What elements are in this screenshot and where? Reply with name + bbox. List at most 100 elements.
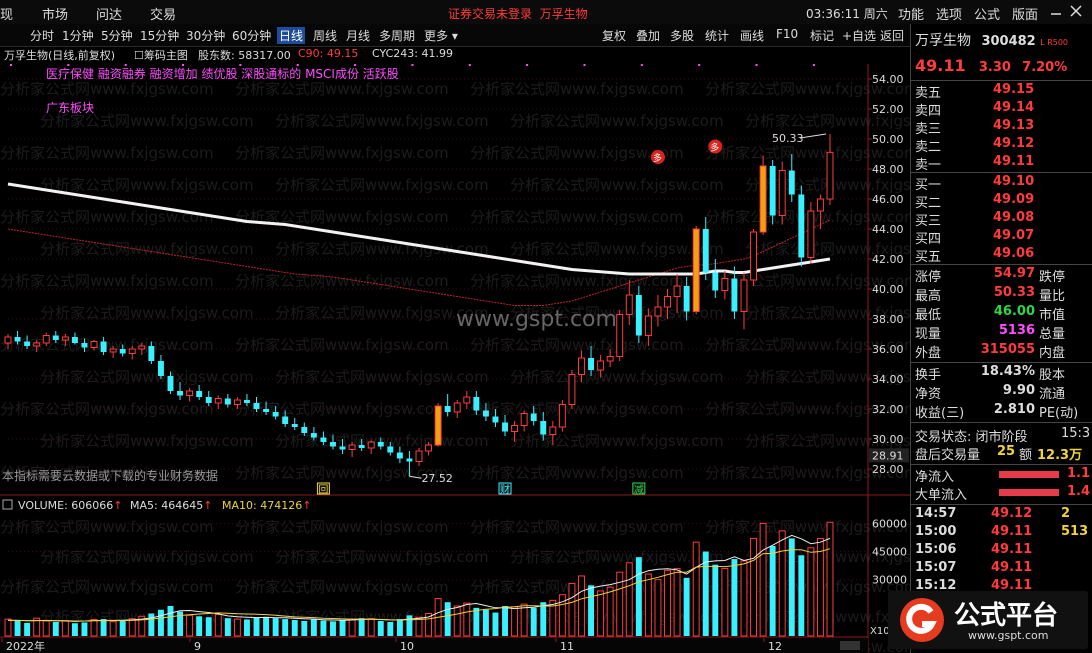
bid-level-row[interactable]: 买二 49.09 — [915, 192, 1091, 211]
menu-item-ask[interactable]: 问达 — [96, 8, 123, 23]
volume-ma10-line — [8, 548, 831, 622]
candle-body — [119, 349, 126, 354]
candle-body — [798, 194, 805, 258]
period-tab-daily[interactable]: 日线 — [277, 27, 306, 44]
ask-level-row[interactable]: 卖三 49.13 — [915, 118, 1091, 137]
tick-row[interactable]: 15:06 49.11 — [915, 542, 1091, 560]
draw-line-button[interactable]: 画线 — [740, 29, 765, 43]
stat-row-2[interactable]: 换手 18.43% 股本 — [915, 364, 1091, 383]
stat-row[interactable]: 现量 5136 总量 — [915, 323, 1091, 342]
candle-body — [61, 336, 69, 341]
candle-body — [406, 458, 413, 462]
divider — [911, 362, 1092, 363]
menu-item-market[interactable]: 市场 — [42, 8, 69, 23]
stat-row[interactable]: 外盘 315055 内盘 — [915, 342, 1091, 361]
menu-item-layout[interactable]: 版面 — [1012, 8, 1039, 23]
price-change-pct: 7.20% — [1022, 60, 1068, 75]
menu-item-formula[interactable]: 公式 — [974, 8, 1001, 23]
volume-bar — [520, 603, 528, 637]
stat-row[interactable]: 涨停 54.97 跌停 — [915, 266, 1091, 285]
add-watchlist-button[interactable]: +自选 — [842, 29, 877, 43]
adjust-button[interactable]: 复权 — [602, 29, 627, 43]
signal-dot — [67, 64, 70, 66]
event-marker — [498, 482, 512, 495]
candle — [606, 349, 614, 367]
stat-row[interactable]: 最低 46.00 市值 — [915, 304, 1091, 323]
y-tick-label: 28.00 — [872, 463, 904, 476]
ask-level-row[interactable]: 卖四 49.14 — [915, 100, 1091, 119]
candle — [520, 410, 528, 432]
stat-row-2[interactable]: 收益(三) 2.810 PE(动) — [915, 402, 1091, 421]
bid-level-row[interactable]: 买三 49.08 — [915, 210, 1091, 229]
login-notice[interactable]: 证券交易未登录 万孚生物 — [448, 7, 588, 21]
back-button[interactable]: 返回 — [880, 29, 905, 43]
volume-bar — [692, 541, 700, 637]
mark-button[interactable]: 标记 — [810, 29, 835, 43]
fund-flow-row[interactable]: 净流入 1.1 — [915, 466, 1091, 485]
tick-time: 15:06 — [915, 542, 957, 557]
chevron-down-icon: ▾ — [451, 29, 458, 43]
ask-level-row[interactable]: 卖二 49.12 — [915, 136, 1091, 155]
candle — [778, 161, 786, 225]
watermark-tile: 分析家公式网www.fxjgsw.com — [510, 240, 724, 258]
period-tab-15min[interactable]: 15分钟 — [140, 29, 180, 43]
period-tab-multi[interactable]: 多周期 — [379, 29, 416, 43]
close-icon[interactable] — [1070, 5, 1082, 17]
bid-level-row[interactable]: 买五 49.06 — [915, 246, 1091, 265]
period-tab-more[interactable]: 更多 ▾ — [424, 29, 458, 43]
candle-body-highlight — [692, 228, 700, 312]
event-marker — [632, 482, 646, 495]
volume-bar — [310, 619, 317, 636]
candle — [415, 448, 423, 466]
period-tab-5min[interactable]: 5分钟 — [101, 29, 133, 43]
menu-item-options[interactable]: 选项 — [936, 8, 963, 23]
bid-level-row[interactable]: 买一 49.10 — [915, 174, 1091, 193]
watermark-tile: 分析家公式网www.fxjgsw.com — [0, 208, 214, 226]
candlestick-chart[interactable]: 分析家公式网www.fxjgsw.com 分析家公式网www.fxjgsw.com… — [0, 64, 910, 496]
menu-item-function[interactable]: 功能 — [898, 8, 925, 23]
volume-bar — [616, 571, 624, 637]
multi-stock-button[interactable]: 多股 — [670, 29, 695, 43]
y-tick-label: 32.00 — [872, 403, 904, 416]
candle — [263, 401, 270, 415]
candle — [148, 341, 155, 364]
indicator-dropdown[interactable]: ☐筹码主图 — [134, 49, 188, 62]
y-tick-label: 54.00 — [872, 73, 904, 86]
bid-label: 买四 — [915, 232, 942, 247]
stat-row-2[interactable]: 净资 9.90 流通 — [915, 383, 1091, 402]
minimize-icon[interactable] — [1050, 5, 1062, 17]
volume-bar — [157, 609, 164, 636]
tick-row[interactable]: 14:57 49.12 2 — [915, 506, 1091, 524]
candle-body — [24, 341, 31, 346]
menu-item-trade[interactable]: 交易 — [150, 8, 177, 23]
date-axis-bg — [0, 638, 868, 653]
tick-row[interactable]: 15:00 49.11 513 — [915, 524, 1091, 542]
volume-chart[interactable]: 分析家公式网www.fxjgsw.com 分析家公式网www.fxjgsw.com… — [0, 496, 910, 653]
candle — [664, 289, 671, 319]
period-tab-30min[interactable]: 30分钟 — [186, 29, 226, 43]
volume-bar — [731, 559, 738, 636]
ask-level-row[interactable]: 卖五 49.15 — [915, 82, 1091, 101]
candle — [282, 410, 289, 427]
period-tab-60min[interactable]: 60分钟 — [232, 29, 272, 43]
tick-row[interactable]: 15:12 49.11 — [915, 578, 1091, 596]
stat-row[interactable]: 最高 50.33 量比 — [915, 285, 1091, 304]
logo-url: www.gspt.com — [968, 629, 1049, 642]
period-tab-monthly[interactable]: 月线 — [346, 29, 371, 43]
ask-level-row[interactable]: 卖一 49.11 — [915, 154, 1091, 173]
fund-flow-row[interactable]: 大单流入 1.4 — [915, 484, 1091, 503]
period-tab-1min[interactable]: 1分钟 — [62, 29, 94, 43]
overlay-button[interactable]: 叠加 — [636, 29, 661, 43]
bid-level-row[interactable]: 买四 49.07 — [915, 228, 1091, 247]
f10-button[interactable]: F10 — [776, 27, 799, 41]
tick-row[interactable]: 15:07 49.11 — [915, 560, 1091, 578]
period-tab-weekly[interactable]: 周线 — [313, 29, 338, 43]
candle — [310, 427, 317, 441]
menu-item-view[interactable]: 现 — [0, 8, 14, 23]
statistics-button[interactable]: 统计 — [705, 29, 730, 43]
candle — [33, 340, 41, 352]
volume-collapse-icon[interactable] — [2, 499, 13, 510]
candle — [453, 400, 461, 418]
period-tab-timeshare[interactable]: 分时 — [30, 29, 55, 43]
signal-dot — [640, 64, 643, 66]
